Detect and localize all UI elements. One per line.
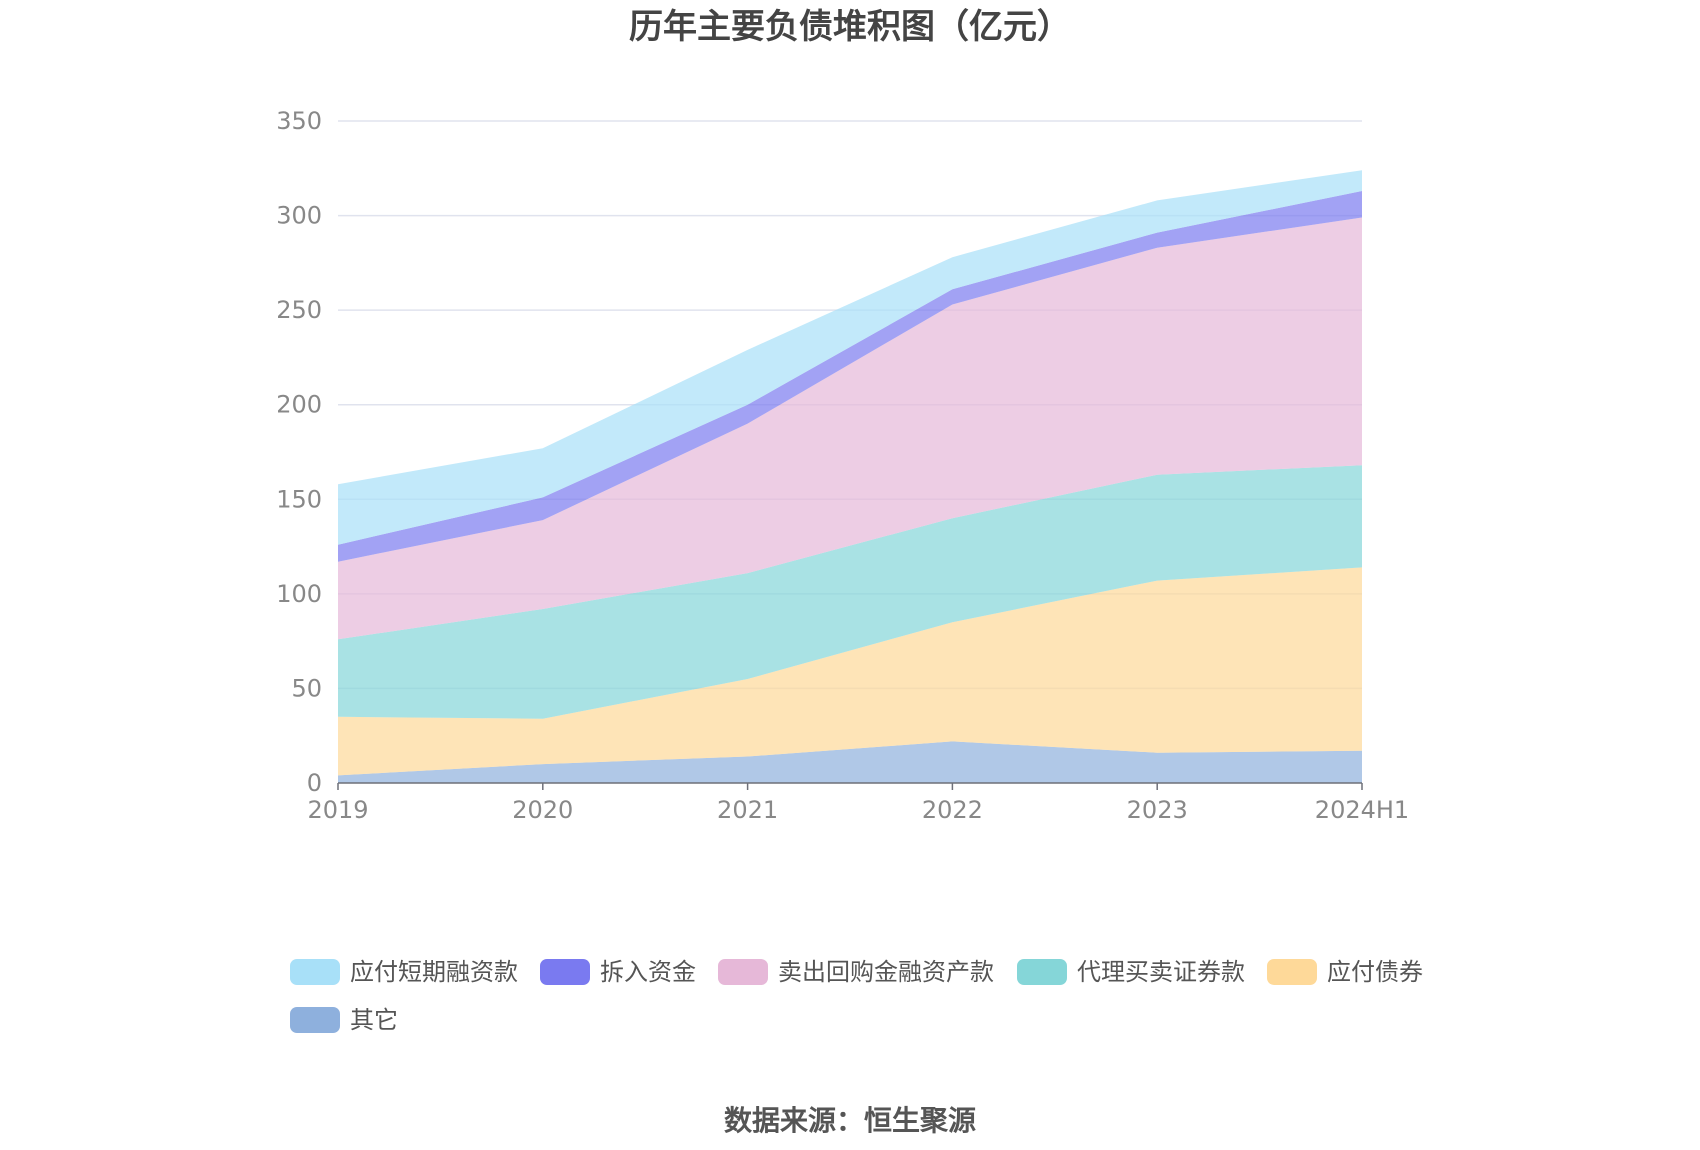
area-series-2 <box>338 465 1362 719</box>
legend-item[interactable]: 应付短期融资款 <box>290 958 518 986</box>
x-tick-label: 2020 <box>512 796 573 824</box>
legend-label: 应付债券 <box>1327 958 1423 986</box>
x-tick-label: 2019 <box>307 796 368 824</box>
legend-item[interactable]: 应付债券 <box>1267 958 1423 986</box>
y-tick-label: 0 <box>307 769 322 797</box>
y-tick-label: 200 <box>276 391 322 419</box>
legend-item[interactable]: 卖出回购金融资产款 <box>718 958 994 986</box>
legend-swatch <box>1267 959 1317 985</box>
legend-swatch <box>290 959 340 985</box>
legend-swatch <box>540 959 590 985</box>
y-tick-label: 100 <box>276 580 322 608</box>
y-tick-label: 150 <box>276 485 322 513</box>
area-series-1 <box>338 567 1362 776</box>
y-tick-label: 350 <box>276 107 322 135</box>
legend-item[interactable]: 拆入资金 <box>540 958 696 986</box>
area-series-5 <box>338 170 1362 545</box>
legend-swatch <box>1017 959 1067 985</box>
data-source: 数据来源：恒生聚源 <box>724 1104 976 1137</box>
y-tick-label: 50 <box>291 674 322 702</box>
legend-swatch <box>718 959 768 985</box>
chart-title: 历年主要负债堆积图（亿元） <box>629 7 1071 47</box>
legend-item[interactable]: 其它 <box>290 1006 398 1034</box>
area-series-3 <box>338 217 1362 640</box>
x-tick-label: 2023 <box>1127 796 1188 824</box>
y-tick-label: 250 <box>276 296 322 324</box>
legend-label: 其它 <box>350 1006 398 1034</box>
x-tick-label: 2024H1 <box>1315 796 1409 824</box>
legend-label: 拆入资金 <box>600 958 696 986</box>
y-tick-label: 300 <box>276 202 322 230</box>
area-series <box>338 170 1362 783</box>
legend-label: 代理买卖证券款 <box>1077 958 1245 986</box>
x-tick-label: 2021 <box>717 796 778 824</box>
axes: 0 50 100 150 200 250 300 350 2019 2020 2021 2022 202… <box>276 107 1409 824</box>
legend-item[interactable]: 代理买卖证券款 <box>1017 958 1245 986</box>
legend-label: 卖出回购金融资产款 <box>778 958 994 986</box>
area-series-0 <box>338 741 1362 783</box>
area-series-4 <box>338 191 1362 562</box>
legend-swatch <box>290 1007 340 1033</box>
legend-label: 应付短期融资款 <box>350 958 518 986</box>
x-tick-label: 2022 <box>922 796 983 824</box>
